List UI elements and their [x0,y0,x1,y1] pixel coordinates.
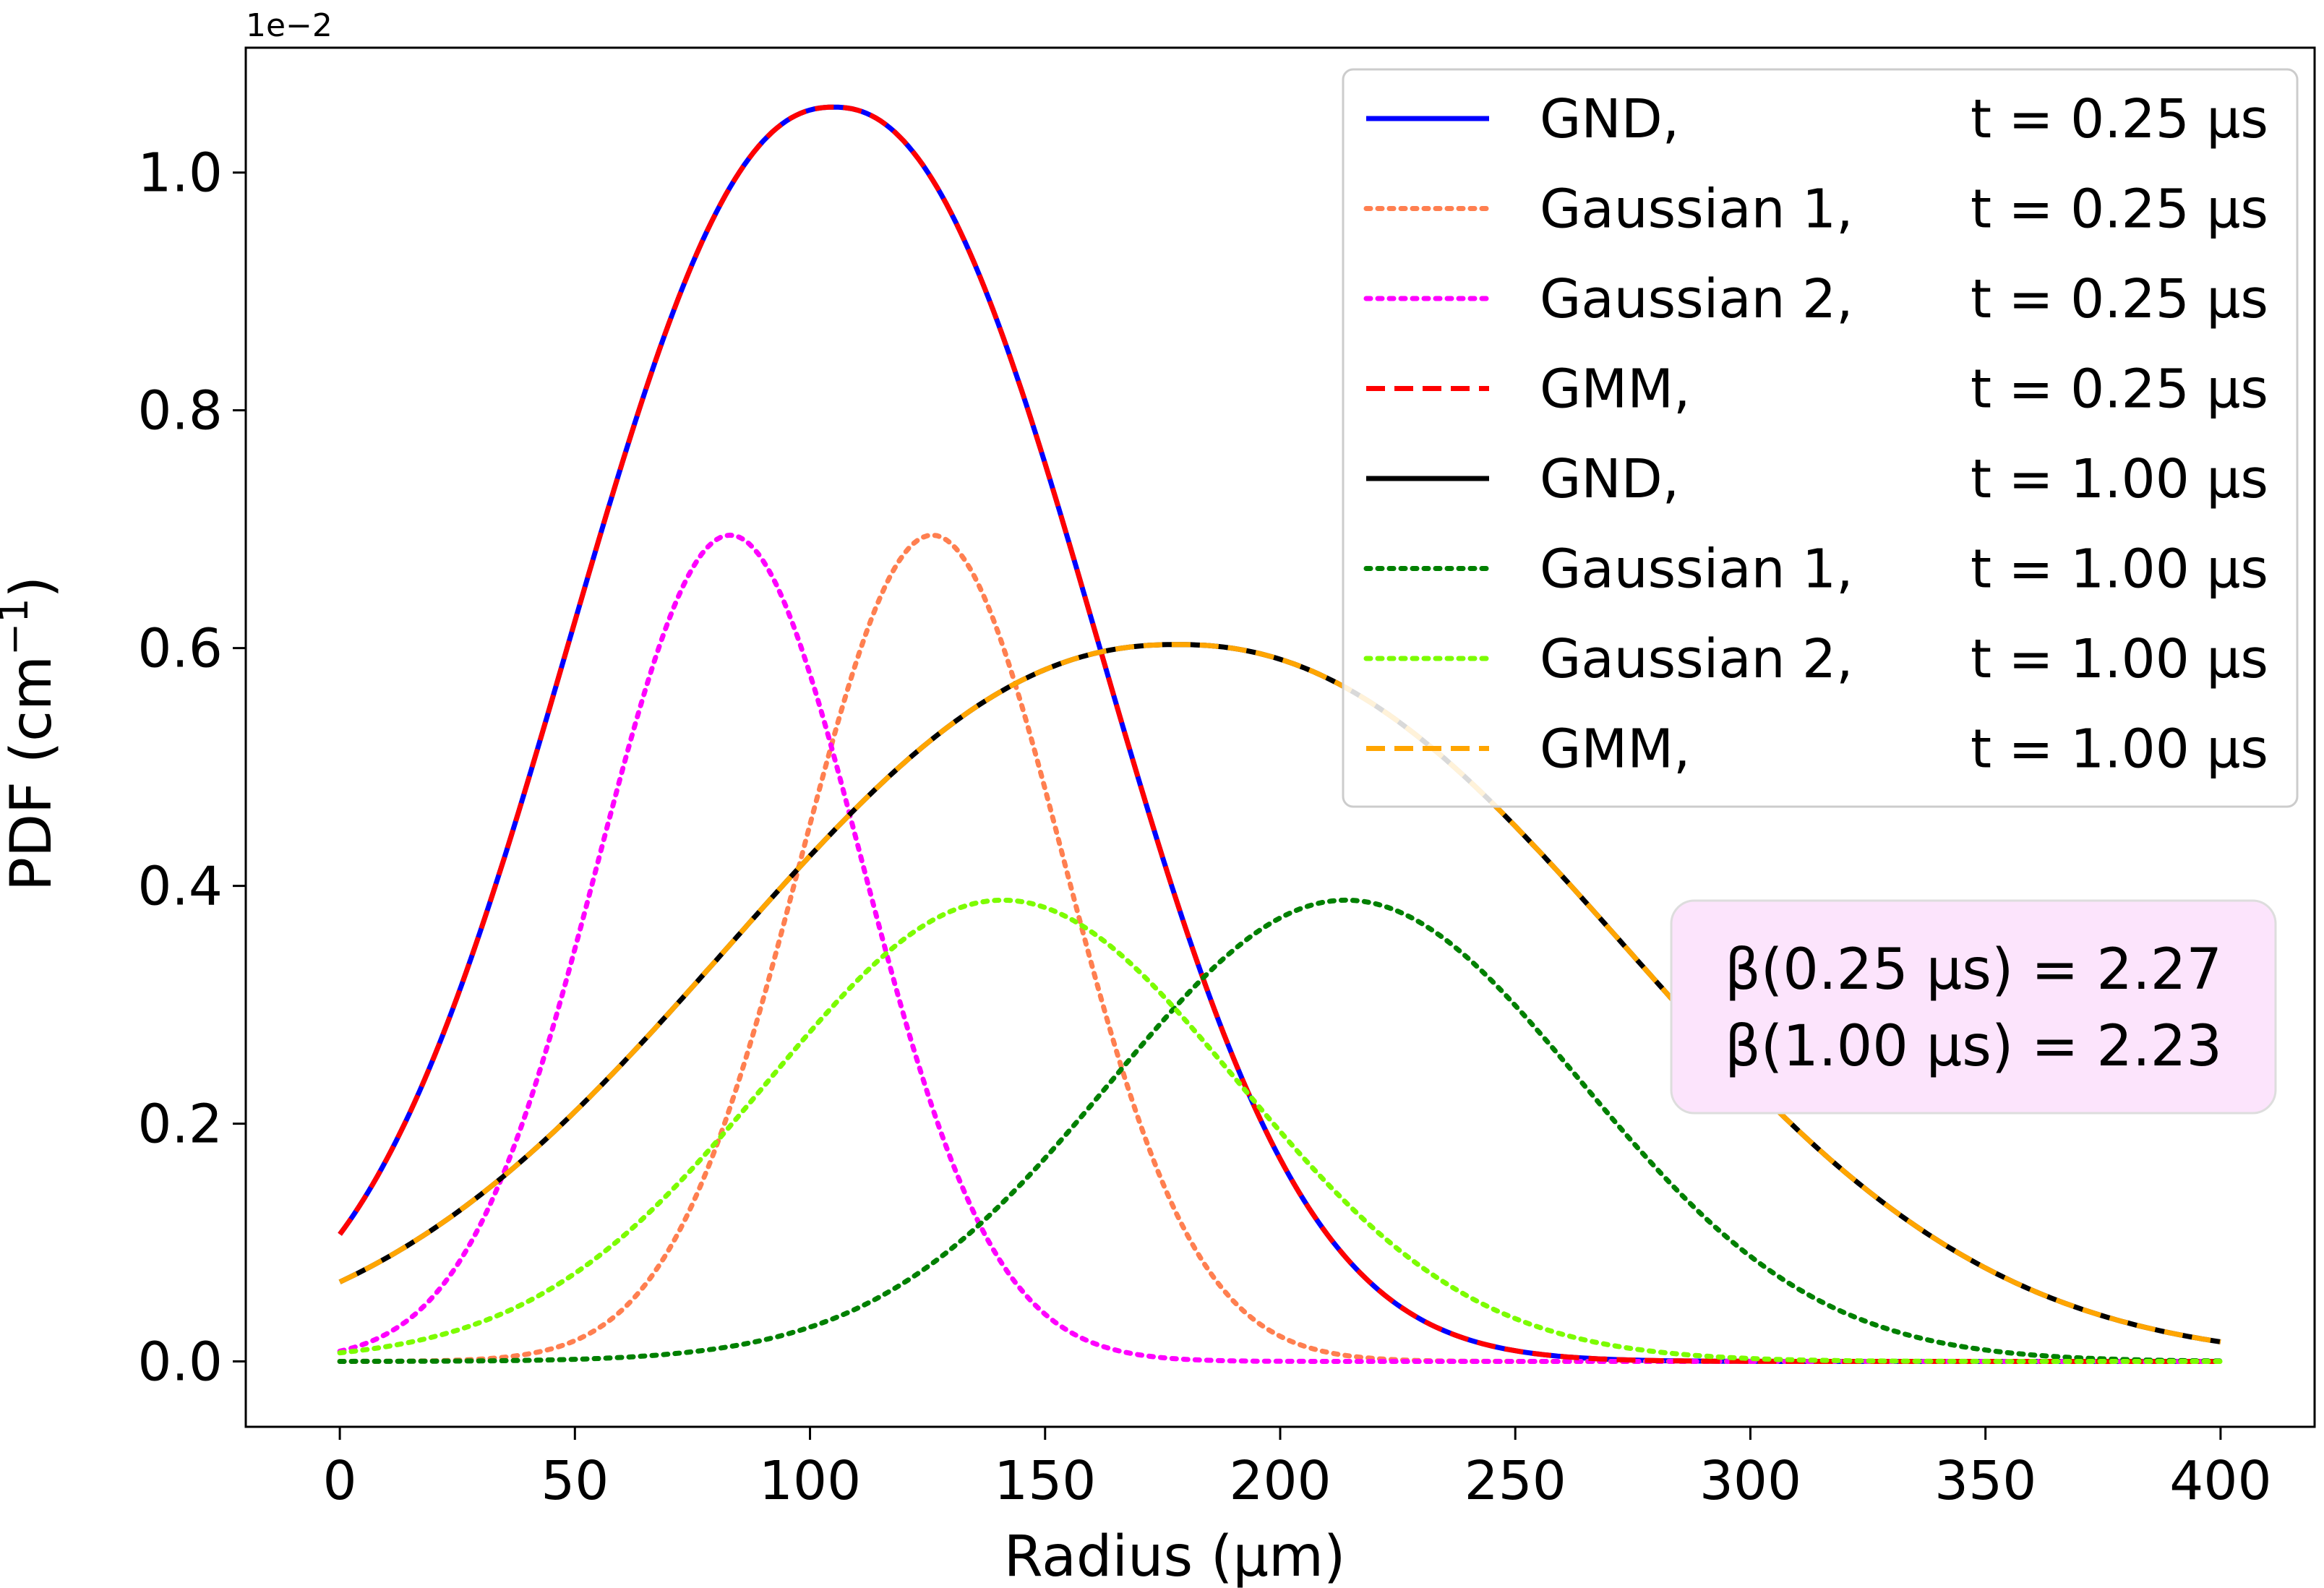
beta-annotation: β(0.25 μs) = 2.27 β(1.00 μs) = 2.23 [1670,899,2277,1115]
legend-time-gaussian-2-t-1-00-s: t = 1.00 µs [1971,628,2268,690]
beta-annotation-box [1670,899,2277,1115]
legend-time-gaussian-2-t-0-25-s: t = 0.25 µs [1971,268,2268,330]
y-tick-label: 0.6 [137,618,223,680]
series-line-gmm-t-1-00-s [338,642,2221,1344]
legend: GND, t = 0.25 µs Gaussian 1, t = 0.25 µs Gau… [1342,68,2299,808]
y-axis-label-superscript: −1 [0,598,37,656]
curves-layer [337,104,2224,1364]
x-axis-label: Radius (µm) [1004,1524,1346,1588]
legend-time-gmm-t-1-00-s: t = 1.00 µs [1971,718,2268,781]
beta-annotation-line-1: β(0.25 μs) = 2.27 [1725,937,2222,1003]
legend-time-gnd-t-1-00-s: t = 1.00 µs [1971,448,2268,510]
legend-label-gnd-t-1-00-s: GND, [1540,448,1679,510]
legend-time-gaussian-1-t-1-00-s: t = 1.00 µs [1971,538,2268,601]
series-line-gaussian-2-t-1-00-s [337,897,2224,1364]
legend-label-gaussian-2-t-1-00-s: Gaussian 2, [1540,628,1853,690]
x-tick-label: 300 [1699,1450,1801,1512]
y-tick-label: 0.0 [137,1331,223,1394]
y-axis-label-group: PDF (cm−1) [0,576,64,891]
y-axis-label-main: PDF (cm [0,656,64,891]
legend-time-gnd-t-0-25-s: t = 0.25 µs [1971,88,2268,150]
series-line-gaussian-1-t-0-25-s [337,532,2224,1364]
legend-label-gmm-t-1-00-s: GMM, [1540,718,1691,781]
x-axis-ticks: 0 50 100 150 200 250 300 350 400 [323,1427,2272,1512]
beta-annotation-line-2: β(1.00 μs) = 2.23 [1725,1014,2222,1079]
y-tick-label: 1.0 [137,142,223,205]
y-tick-label: 0.4 [137,856,223,918]
legend-time-gmm-t-0-25-s: t = 0.25 µs [1971,359,2268,421]
y-tick-label: 0.2 [137,1094,223,1156]
x-tick-label: 350 [1934,1450,2036,1512]
y-offset-label: 1e−2 [246,7,333,44]
legend-label-gaussian-1-t-1-00-s: Gaussian 1, [1540,538,1853,601]
y-axis-label: PDF (cm−1) [0,576,64,891]
y-axis-label-close: ) [0,576,64,598]
x-tick-label: 50 [541,1450,609,1512]
legend-label-gmm-t-0-25-s: GMM, [1540,359,1691,421]
x-tick-label: 150 [994,1450,1096,1512]
legend-time-gaussian-1-t-0-25-s: t = 0.25 µs [1971,179,2268,241]
x-tick-label: 200 [1229,1450,1331,1512]
y-tick-label: 0.8 [137,380,223,442]
legend-label-gaussian-2-t-0-25-s: Gaussian 2, [1540,268,1853,330]
x-tick-label: 0 [323,1450,357,1512]
legend-box [1342,68,2299,808]
x-tick-label: 400 [2169,1450,2271,1512]
legend-label-gaussian-1-t-0-25-s: Gaussian 1, [1540,179,1853,241]
x-tick-label: 100 [759,1450,861,1512]
series-line-gaussian-1-t-1-00-s [337,897,2224,1364]
x-tick-label: 250 [1465,1450,1566,1512]
y-axis-ticks: 0.0 0.2 0.4 0.6 0.8 1.0 [137,142,246,1394]
legend-label-gnd-t-0-25-s: GND, [1540,88,1679,150]
